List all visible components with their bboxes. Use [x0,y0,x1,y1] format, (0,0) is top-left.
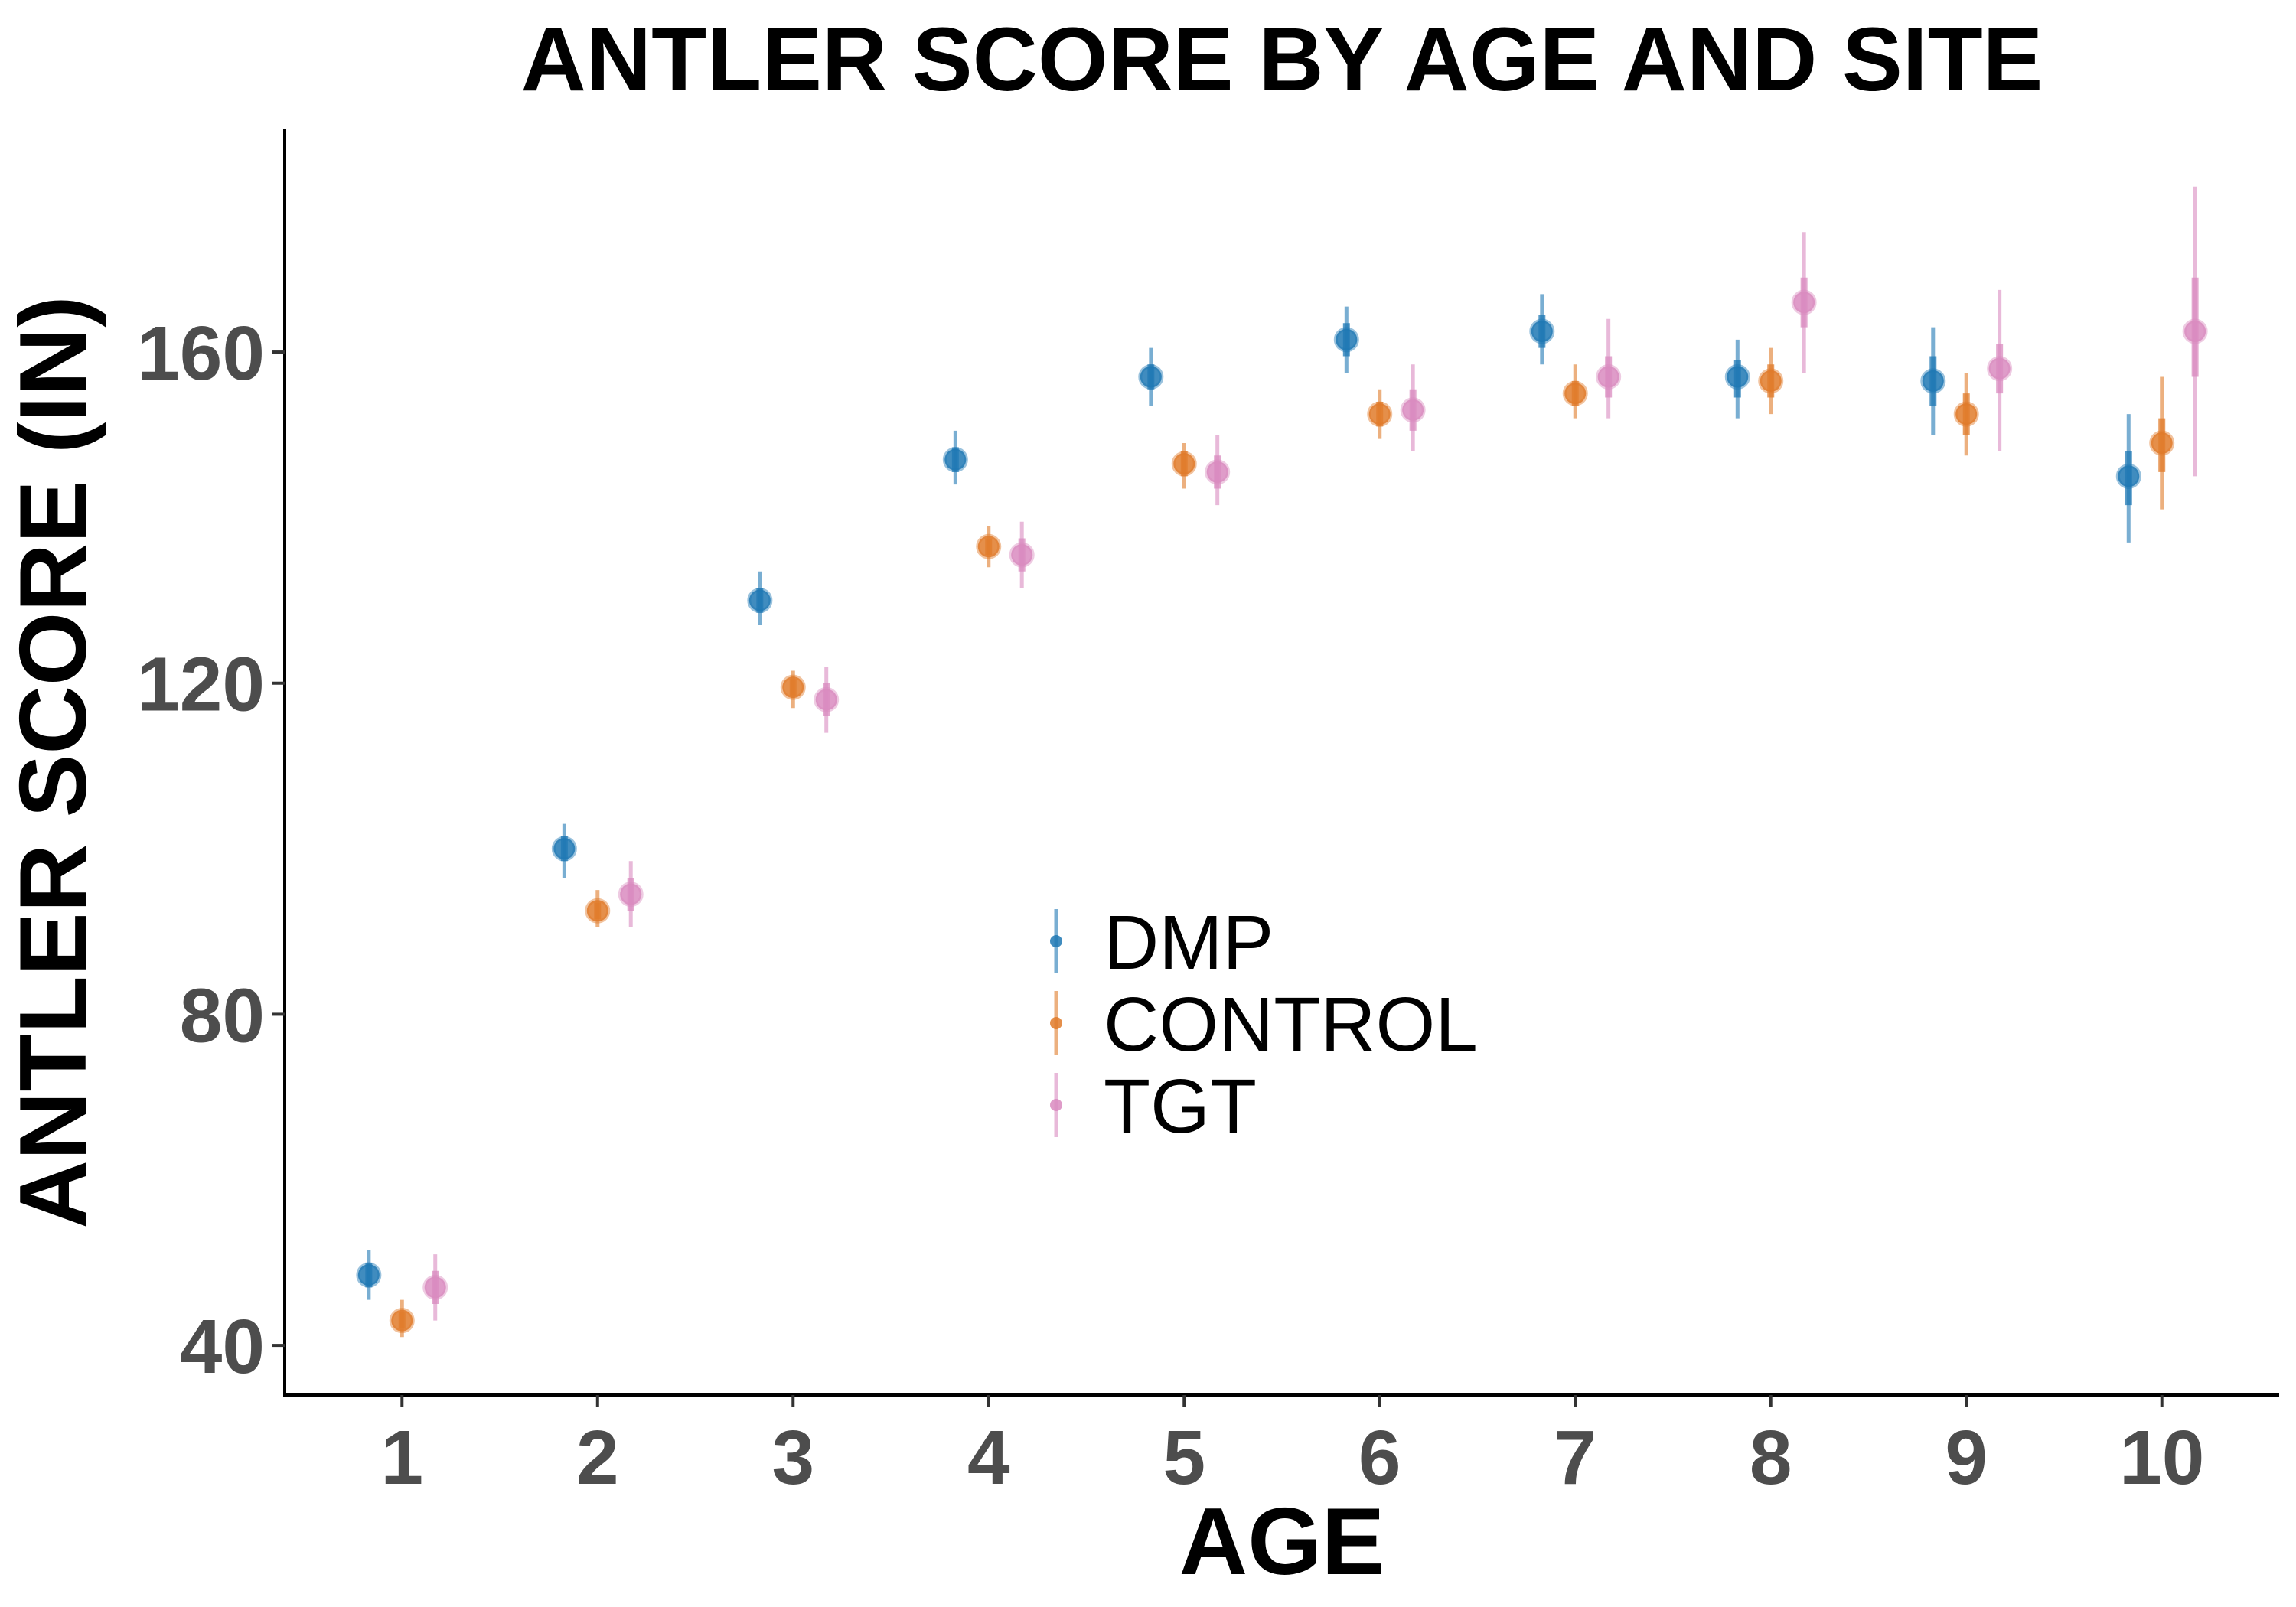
x-axis-title: AGE [1179,1489,1385,1595]
series-dmp [356,294,2141,1300]
data-point [585,898,611,924]
data-point [356,1262,382,1288]
legend-item-control: CONTROL [1050,982,1478,1068]
legend-label: TGT [1104,1064,1257,1149]
data-point [1529,318,1555,344]
y-tick-label: 160 [137,311,265,396]
legend-key-point [1050,935,1062,947]
y-tick-label: 120 [137,642,265,728]
x-tick-label: 3 [771,1415,814,1501]
data-point [618,882,644,908]
plot-area [356,186,2208,1338]
data-point [1333,327,1359,353]
data-point [1724,364,1750,390]
x-axis-ticks: 1 2 3 4 5 6 7 8 9 10 [380,1395,2204,1501]
data-point [389,1308,415,1334]
data-point [1791,289,1817,315]
legend-item-tgt: TGT [1050,1064,1257,1149]
data-point [1596,364,1622,390]
data-point [1138,364,1164,390]
legend-key-point [1050,1017,1062,1029]
x-tick-label: 9 [1945,1415,1988,1501]
data-point [1171,451,1197,477]
data-point [780,674,806,700]
data-point [2149,430,2175,456]
x-tick-label: 5 [1163,1415,1205,1501]
x-tick-label: 1 [380,1415,423,1501]
chart-title: ANTLER SCORE BY AGE AND SITE [521,9,2043,110]
data-point [422,1274,448,1300]
data-point [747,588,773,614]
legend-label: DMP [1104,900,1274,986]
x-tick-label: 8 [1750,1415,1792,1501]
data-point [976,533,1002,559]
data-point [1205,459,1231,485]
data-point [1920,368,1946,394]
data-point [1758,368,1784,394]
y-tick-label: 40 [180,1304,265,1390]
legend-item-dmp: DMP [1050,900,1274,986]
x-tick-label: 2 [576,1415,619,1501]
data-point [1953,401,1979,427]
x-tick-label: 6 [1358,1415,1401,1501]
legend-label: CONTROL [1104,982,1478,1068]
data-point [942,447,968,473]
series-tgt [422,186,2208,1321]
y-axis-ticks: 40 80 120 160 [137,311,285,1390]
data-point [814,686,840,712]
y-tick-label: 80 [180,973,265,1058]
data-point [1367,401,1393,427]
data-point [2182,318,2208,344]
data-point [2115,463,2141,489]
legend-key-point [1050,1099,1062,1111]
data-point [1562,380,1588,406]
data-point [551,836,577,862]
x-tick-label: 4 [967,1415,1010,1501]
data-point [1009,542,1035,568]
data-point [1987,356,2013,382]
x-tick-label: 10 [2119,1415,2204,1501]
y-axis-title: ANTLER SCORE (IN) [1,295,106,1228]
data-point [1400,397,1426,423]
series-control [389,347,2175,1338]
x-tick-label: 7 [1554,1415,1596,1501]
